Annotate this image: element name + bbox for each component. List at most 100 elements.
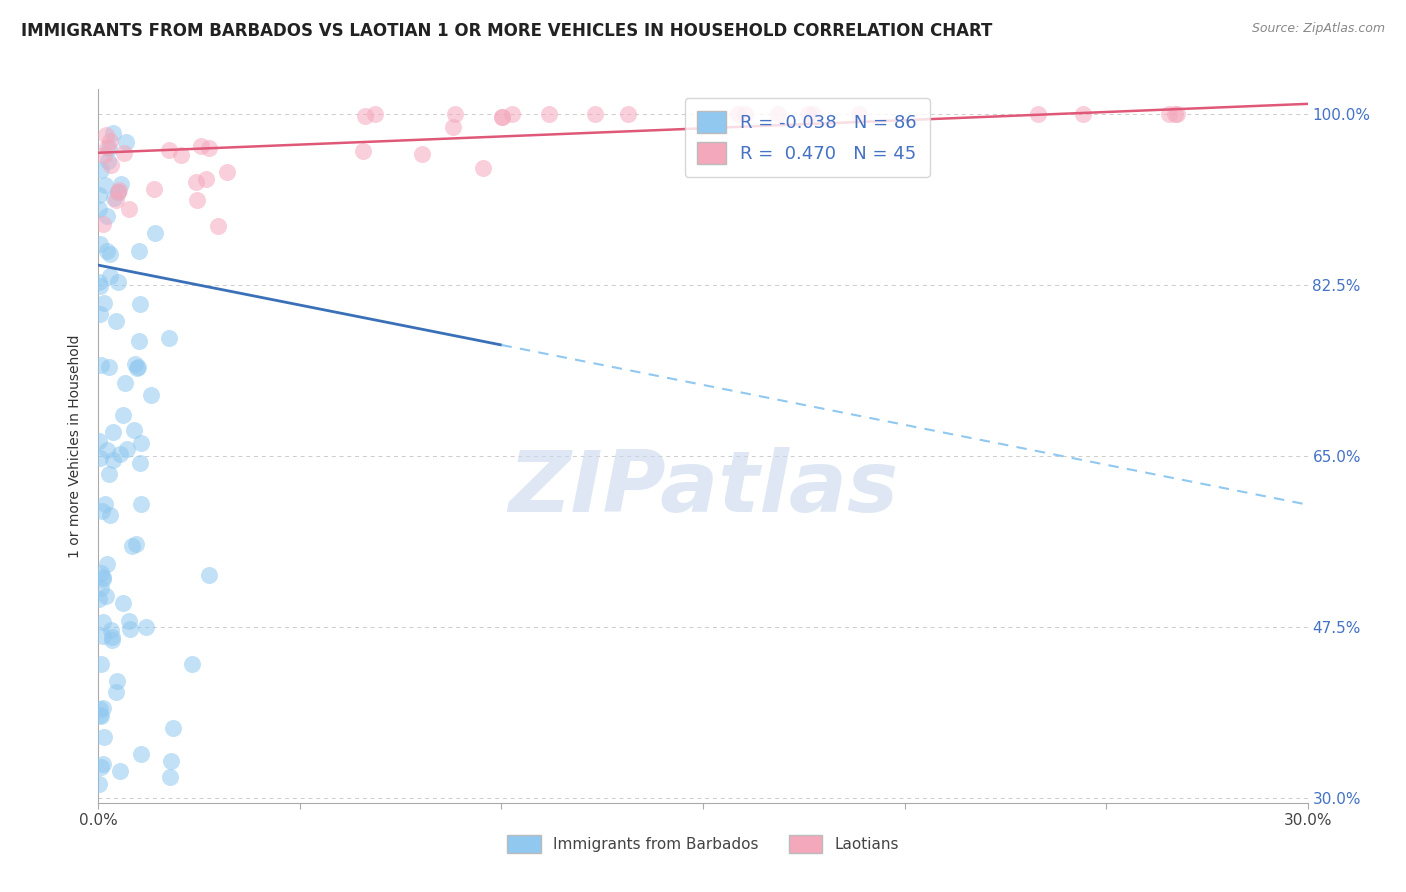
Point — [129, 747, 152, 761]
Point — [157, 331, 180, 345]
Point — [159, 754, 181, 768]
Point — [207, 219, 229, 233]
Point — [91, 570, 114, 584]
Point — [170, 147, 193, 161]
Point — [491, 111, 513, 125]
Point — [89, 279, 111, 293]
Point — [98, 268, 121, 283]
Point — [114, 135, 136, 149]
Point — [198, 568, 221, 582]
Point — [96, 128, 118, 143]
Point — [89, 187, 111, 202]
Point — [617, 106, 640, 120]
Point — [93, 730, 115, 744]
Point — [90, 657, 112, 672]
Point — [444, 106, 467, 120]
Point — [91, 615, 114, 630]
Point — [101, 630, 124, 644]
Text: ZIPatlas: ZIPatlas — [508, 447, 898, 531]
Point — [96, 209, 118, 223]
Point — [107, 275, 129, 289]
Point — [90, 709, 112, 723]
Point — [89, 307, 111, 321]
Point — [128, 244, 150, 259]
Point — [94, 178, 117, 192]
Point — [1028, 106, 1050, 120]
Point — [114, 376, 136, 390]
Point — [96, 140, 118, 154]
Point — [127, 359, 149, 374]
Point — [91, 629, 114, 643]
Point — [91, 756, 114, 771]
Point — [797, 106, 820, 120]
Point — [107, 185, 129, 199]
Point — [94, 589, 117, 603]
Point — [110, 447, 132, 461]
Point — [118, 614, 141, 628]
Point — [143, 226, 166, 240]
Text: Source: ZipAtlas.com: Source: ZipAtlas.com — [1251, 22, 1385, 36]
Point — [104, 685, 127, 699]
Point — [184, 175, 207, 189]
Point — [103, 425, 125, 439]
Point — [96, 244, 118, 258]
Point — [501, 106, 523, 120]
Point — [90, 581, 112, 595]
Point — [90, 760, 112, 774]
Point — [100, 158, 122, 172]
Point — [89, 434, 111, 448]
Point — [198, 141, 221, 155]
Point — [105, 193, 128, 207]
Point — [129, 297, 152, 311]
Point — [98, 467, 121, 482]
Point — [98, 135, 121, 149]
Point — [124, 357, 146, 371]
Y-axis label: 1 or more Vehicles in Household: 1 or more Vehicles in Household — [69, 334, 83, 558]
Point — [537, 106, 560, 120]
Point — [1157, 106, 1180, 120]
Point — [1071, 106, 1094, 120]
Point — [90, 163, 112, 178]
Point — [190, 139, 212, 153]
Point — [108, 764, 131, 779]
Point — [734, 106, 756, 120]
Point — [124, 423, 146, 437]
Point — [96, 557, 118, 571]
Point — [112, 596, 135, 610]
Point — [364, 106, 387, 120]
Point — [89, 701, 111, 715]
Point — [98, 508, 121, 523]
Point — [105, 314, 128, 328]
Point — [181, 657, 204, 672]
Point — [103, 191, 125, 205]
Point — [411, 147, 433, 161]
Point — [94, 497, 117, 511]
Point — [143, 182, 166, 196]
Point — [135, 620, 157, 634]
Point — [100, 633, 122, 648]
Point — [107, 186, 129, 200]
Point — [105, 673, 128, 688]
Point — [89, 591, 111, 606]
Point — [89, 450, 111, 465]
Point — [112, 145, 135, 160]
Point — [103, 453, 125, 467]
Point — [441, 120, 464, 134]
Point — [89, 776, 111, 790]
Point — [129, 497, 152, 511]
Point — [93, 148, 115, 162]
Legend: Immigrants from Barbados, Laotians: Immigrants from Barbados, Laotians — [501, 829, 905, 859]
Point — [128, 334, 150, 349]
Point — [1164, 106, 1187, 120]
Point — [125, 536, 148, 550]
Point — [96, 443, 118, 458]
Point — [766, 106, 789, 120]
Point — [194, 172, 217, 186]
Point — [91, 504, 114, 518]
Point — [97, 154, 120, 169]
Point — [90, 358, 112, 372]
Point — [472, 161, 495, 176]
Point — [128, 456, 150, 470]
Point — [98, 360, 121, 375]
Point — [93, 296, 115, 310]
